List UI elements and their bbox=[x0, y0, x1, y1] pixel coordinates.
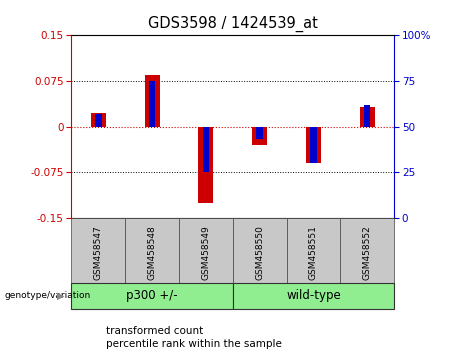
Text: p300 +/-: p300 +/- bbox=[126, 290, 178, 302]
Bar bbox=[95, 114, 101, 127]
Bar bbox=[360, 107, 375, 127]
Bar bbox=[287, 218, 340, 283]
Text: genotype/variation: genotype/variation bbox=[5, 291, 91, 301]
Text: GSM458550: GSM458550 bbox=[255, 225, 264, 280]
Bar bbox=[306, 127, 321, 163]
Bar bbox=[71, 283, 233, 309]
Text: GSM458548: GSM458548 bbox=[148, 225, 157, 280]
Text: GDS3598 / 1424539_at: GDS3598 / 1424539_at bbox=[148, 16, 318, 32]
Text: percentile rank within the sample: percentile rank within the sample bbox=[106, 339, 282, 349]
Bar bbox=[125, 218, 179, 283]
Text: GSM458549: GSM458549 bbox=[201, 225, 210, 280]
Bar bbox=[256, 127, 263, 139]
Text: ▶: ▶ bbox=[57, 291, 65, 301]
Text: GSM458547: GSM458547 bbox=[94, 225, 103, 280]
Bar bbox=[145, 75, 160, 127]
Bar bbox=[179, 218, 233, 283]
Bar bbox=[149, 81, 155, 127]
Text: GSM458551: GSM458551 bbox=[309, 225, 318, 280]
Text: wild-type: wild-type bbox=[286, 290, 341, 302]
Bar bbox=[71, 218, 125, 283]
Bar bbox=[340, 218, 394, 283]
Bar bbox=[364, 105, 371, 127]
Text: GSM458552: GSM458552 bbox=[363, 225, 372, 280]
Bar bbox=[203, 127, 209, 172]
Bar bbox=[233, 283, 394, 309]
Bar bbox=[91, 113, 106, 127]
Bar bbox=[310, 127, 317, 163]
Bar bbox=[252, 127, 267, 145]
Text: transformed count: transformed count bbox=[106, 326, 203, 336]
Bar bbox=[233, 218, 287, 283]
Bar bbox=[198, 127, 213, 202]
